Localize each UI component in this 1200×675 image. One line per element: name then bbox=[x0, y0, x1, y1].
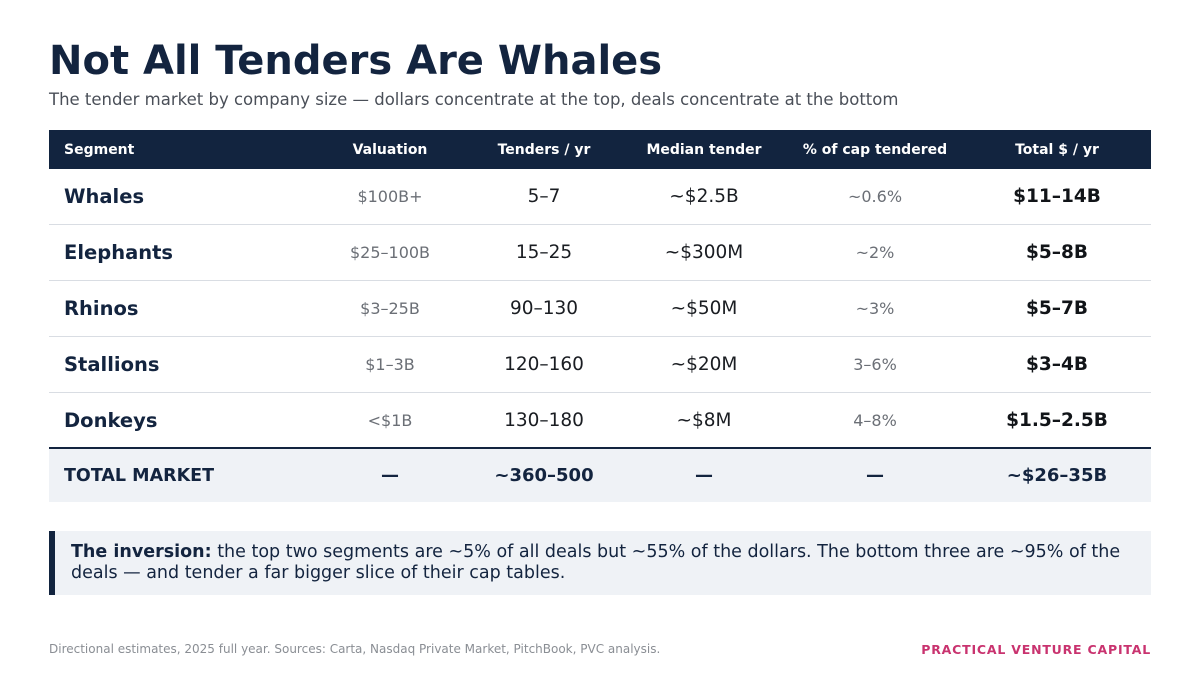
brand-name: PRACTICAL VENTURE CAPITAL bbox=[921, 642, 1151, 657]
total-market-row: TOTAL MARKET — ~360–500 — — ~$26–35B bbox=[49, 449, 1151, 502]
tenders-value: 5–7 bbox=[527, 186, 561, 207]
pct-cap-value: 4–8% bbox=[853, 410, 897, 430]
table-row: Elephants $25–100B 15–25 ~$300M ~2% $5–8… bbox=[49, 225, 1151, 281]
median-tender-value: ~$20M bbox=[670, 354, 738, 375]
tenders-value: 90–130 bbox=[509, 298, 579, 319]
pct-cap-value: ~3% bbox=[855, 299, 895, 318]
valuation-value: $25–100B bbox=[349, 243, 431, 262]
tenders-value: 15–25 bbox=[515, 242, 573, 263]
total-value: $11–14B bbox=[1013, 186, 1101, 207]
total-value: $3–4B bbox=[1026, 354, 1088, 375]
total-value: $5–8B bbox=[1026, 242, 1088, 263]
callout-text: the top two segments are ~5% of all deal… bbox=[71, 542, 1121, 583]
table-row: Donkeys <$1B 130–180 ~$8M 4–8% $1.5–2.5B bbox=[49, 393, 1151, 449]
pct-cap-value: ~2% bbox=[855, 243, 895, 262]
tenders-value: 130–180 bbox=[504, 409, 584, 431]
valuation-value: $100B+ bbox=[357, 187, 423, 206]
table-row: Stallions $1–3B 120–160 ~$20M 3–6% $3–4B bbox=[49, 337, 1151, 393]
total-valuation: — bbox=[381, 465, 399, 486]
header-total-per-year: Total $ / yr bbox=[1015, 141, 1099, 158]
median-tender-value: ~$2.5B bbox=[669, 186, 739, 207]
total-value: $1.5–2.5B bbox=[1006, 409, 1108, 431]
page-subtitle: The tender market by company size — doll… bbox=[49, 90, 899, 109]
page-title: Not All Tenders Are Whales bbox=[49, 38, 663, 84]
segment-name: Elephants bbox=[64, 241, 174, 264]
header-pct-cap-tendered: % of cap tendered bbox=[802, 141, 948, 158]
total-dollars: ~$26–35B bbox=[1006, 465, 1108, 486]
total-median-tender: — bbox=[695, 465, 713, 486]
inversion-callout: The inversion: the top two segments are … bbox=[49, 531, 1151, 595]
pct-cap-value: 3–6% bbox=[853, 355, 897, 374]
segment-name: Whales bbox=[64, 185, 145, 208]
table-header: Segment Valuation Tenders / yr Median te… bbox=[49, 130, 1151, 169]
tenders-value: 120–160 bbox=[504, 354, 584, 375]
callout-lead: The inversion: bbox=[71, 542, 212, 562]
header-median-tender: Median tender bbox=[646, 141, 762, 158]
table-row: Rhinos $3–25B 90–130 ~$50M ~3% $5–7B bbox=[49, 281, 1151, 337]
total-tenders: ~360–500 bbox=[494, 465, 594, 486]
median-tender-value: ~$300M bbox=[664, 242, 744, 263]
valuation-value: <$1B bbox=[367, 410, 413, 430]
median-tender-value: ~$8M bbox=[676, 409, 732, 431]
total-label: TOTAL MARKET bbox=[64, 465, 215, 486]
header-tenders-per-year: Tenders / yr bbox=[497, 141, 591, 158]
segment-name: Donkeys bbox=[64, 408, 158, 432]
header-segment: Segment bbox=[64, 141, 135, 158]
segment-name: Stallions bbox=[64, 353, 160, 376]
valuation-value: $3–25B bbox=[360, 299, 420, 318]
header-valuation: Valuation bbox=[352, 141, 428, 158]
total-pct-cap: — bbox=[866, 465, 884, 486]
source-note: Directional estimates, 2025 full year. S… bbox=[49, 642, 661, 656]
total-value: $5–7B bbox=[1026, 298, 1088, 319]
segment-name: Rhinos bbox=[64, 297, 139, 320]
pct-cap-value: ~0.6% bbox=[847, 187, 903, 206]
tender-market-table: Segment Valuation Tenders / yr Median te… bbox=[49, 130, 1151, 502]
valuation-value: $1–3B bbox=[365, 355, 415, 374]
table-row: Whales $100B+ 5–7 ~$2.5B ~0.6% $11–14B bbox=[49, 169, 1151, 225]
median-tender-value: ~$50M bbox=[670, 298, 738, 319]
